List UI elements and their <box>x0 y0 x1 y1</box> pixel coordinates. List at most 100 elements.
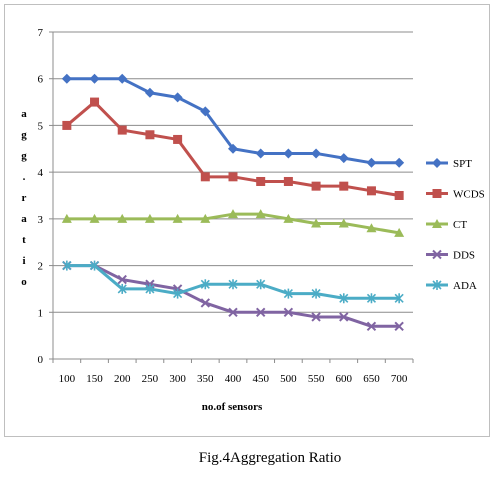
data-point <box>283 148 294 159</box>
data-point <box>117 213 128 223</box>
data-point <box>432 189 442 198</box>
x-tick-label: 100 <box>59 373 76 385</box>
y-tick-label: 4 <box>38 167 44 179</box>
data-point <box>311 218 322 228</box>
data-point <box>200 279 210 290</box>
data-point <box>228 172 238 182</box>
y-tick-label: 2 <box>38 261 44 273</box>
legend-label: SPT <box>453 158 472 170</box>
y-tick-label: 7 <box>38 27 44 39</box>
data-point <box>117 125 127 135</box>
data-point <box>228 307 238 317</box>
y-axis-title-char: o <box>21 276 27 288</box>
data-point <box>338 153 349 164</box>
legend-label: CT <box>453 219 467 231</box>
data-point <box>62 260 72 271</box>
data-point <box>117 73 128 84</box>
data-point <box>255 148 266 159</box>
data-point <box>311 148 322 159</box>
legend-label: ADA <box>453 280 477 292</box>
legend-label: DDS <box>453 250 475 262</box>
data-point <box>311 312 321 322</box>
data-point <box>311 288 321 299</box>
x-tick-label: 650 <box>363 373 380 385</box>
data-point <box>228 279 238 290</box>
series-layer <box>61 73 405 332</box>
data-point <box>89 213 100 223</box>
data-point <box>339 293 349 304</box>
data-point <box>432 280 442 290</box>
x-tick-label: 600 <box>336 373 353 385</box>
y-axis-ticks: 0 1 2 3 4 5 6 7 <box>38 27 44 366</box>
figure-caption: Fig.4Aggregation Ratio <box>0 450 496 467</box>
legend: SPT WCDS CT DDS ADA <box>426 158 485 292</box>
data-point <box>432 249 442 260</box>
data-point <box>283 176 293 186</box>
data-point <box>89 260 100 271</box>
data-point <box>61 73 72 84</box>
series-dds <box>62 260 404 332</box>
gridlines <box>53 31 413 313</box>
data-point <box>200 298 211 308</box>
data-point <box>255 209 266 219</box>
y-axis-title-char: g <box>21 129 27 141</box>
data-point <box>338 218 349 228</box>
data-point <box>200 106 211 117</box>
series-spt <box>61 73 405 168</box>
data-point <box>173 134 183 144</box>
data-point <box>394 321 404 332</box>
data-point <box>283 288 293 299</box>
legend-item-dds: DDS <box>426 250 475 262</box>
data-point <box>394 227 405 237</box>
data-point <box>62 120 72 130</box>
data-point <box>366 157 377 168</box>
data-point <box>366 223 377 233</box>
data-point <box>366 321 377 332</box>
data-point <box>228 209 238 219</box>
x-tick-label: 450 <box>252 373 269 385</box>
data-point <box>117 274 127 285</box>
x-tick-label: 250 <box>142 373 159 385</box>
y-axis-title-char: i <box>22 255 25 267</box>
x-axis-title: no.of sensors <box>202 401 263 413</box>
data-point <box>117 283 127 294</box>
x-tick-label: 400 <box>225 373 242 385</box>
x-tick-label: 700 <box>391 373 408 385</box>
y-axis-title-char: a <box>21 108 27 120</box>
data-point <box>144 87 155 98</box>
data-point <box>145 283 155 294</box>
x-axis-ticks: 100 150 200 250 300 350 400 450 500 550 600 650 700 <box>59 373 408 385</box>
data-point <box>256 176 266 186</box>
axes <box>49 31 414 363</box>
y-tick-label: 1 <box>38 307 44 319</box>
series-wcds <box>62 97 404 200</box>
x-tick-label: 200 <box>114 373 131 385</box>
data-point <box>89 73 100 84</box>
legend-item-wcds: WCDS <box>426 189 485 201</box>
x-tick-label: 500 <box>280 373 297 385</box>
x-tick-label: 150 <box>86 373 103 385</box>
data-point <box>90 97 100 107</box>
data-point <box>145 130 155 140</box>
y-tick-label: 6 <box>38 74 44 86</box>
data-point <box>432 219 442 228</box>
data-point <box>172 213 183 223</box>
series-ct <box>61 209 405 237</box>
chart-frame <box>4 4 490 437</box>
legend-item-ct: CT <box>426 219 467 231</box>
data-point <box>339 181 349 191</box>
data-point <box>172 92 183 103</box>
y-axis-title-char: g <box>21 150 27 162</box>
y-axis-title-char: . <box>23 171 26 183</box>
legend-item-ada: ADA <box>426 280 477 292</box>
y-axis-title-char: a <box>21 213 27 225</box>
legend-label: WCDS <box>453 189 485 201</box>
data-point <box>200 172 210 182</box>
data-point <box>366 186 376 196</box>
data-point <box>200 213 211 223</box>
caption-text: Fig.4Aggregation Ratio <box>198 450 342 466</box>
y-axis-title-char: r <box>22 192 27 204</box>
series-ada <box>62 260 404 304</box>
y-tick-label: 0 <box>38 354 44 366</box>
